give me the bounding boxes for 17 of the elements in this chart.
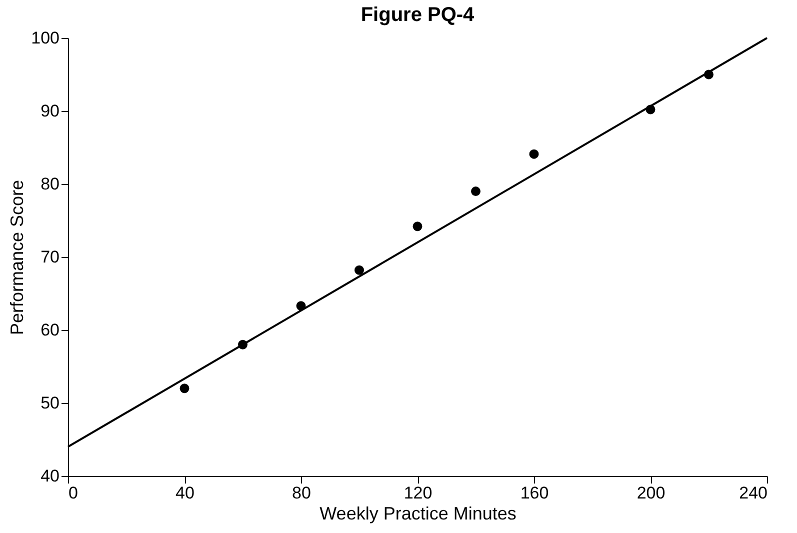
x-tick-label: 0 xyxy=(68,484,78,502)
x-tick-label: 40 xyxy=(176,484,194,502)
y-tick-label: 40 xyxy=(40,466,60,486)
x-tick-label: 160 xyxy=(520,484,549,502)
y-tick-label: 70 xyxy=(40,248,60,266)
y-axis-title: Performance Score xyxy=(7,180,28,336)
y-tick-label: 100 xyxy=(31,28,60,48)
chart-title: Figure PQ-4 xyxy=(360,4,476,26)
x-tick-label: 120 xyxy=(404,484,432,502)
y-tick-label: 50 xyxy=(40,394,60,412)
x-tick-label: 80 xyxy=(292,484,311,502)
y-tick-label: 90 xyxy=(40,102,60,120)
y-tick-label: 60 xyxy=(40,320,60,340)
x-tick-label: 200 xyxy=(636,484,666,502)
x-tick-label: 240 xyxy=(739,484,768,502)
x-axis-title: Weekly Practice Minutes xyxy=(320,504,516,524)
y-tick-label: 80 xyxy=(40,174,60,194)
